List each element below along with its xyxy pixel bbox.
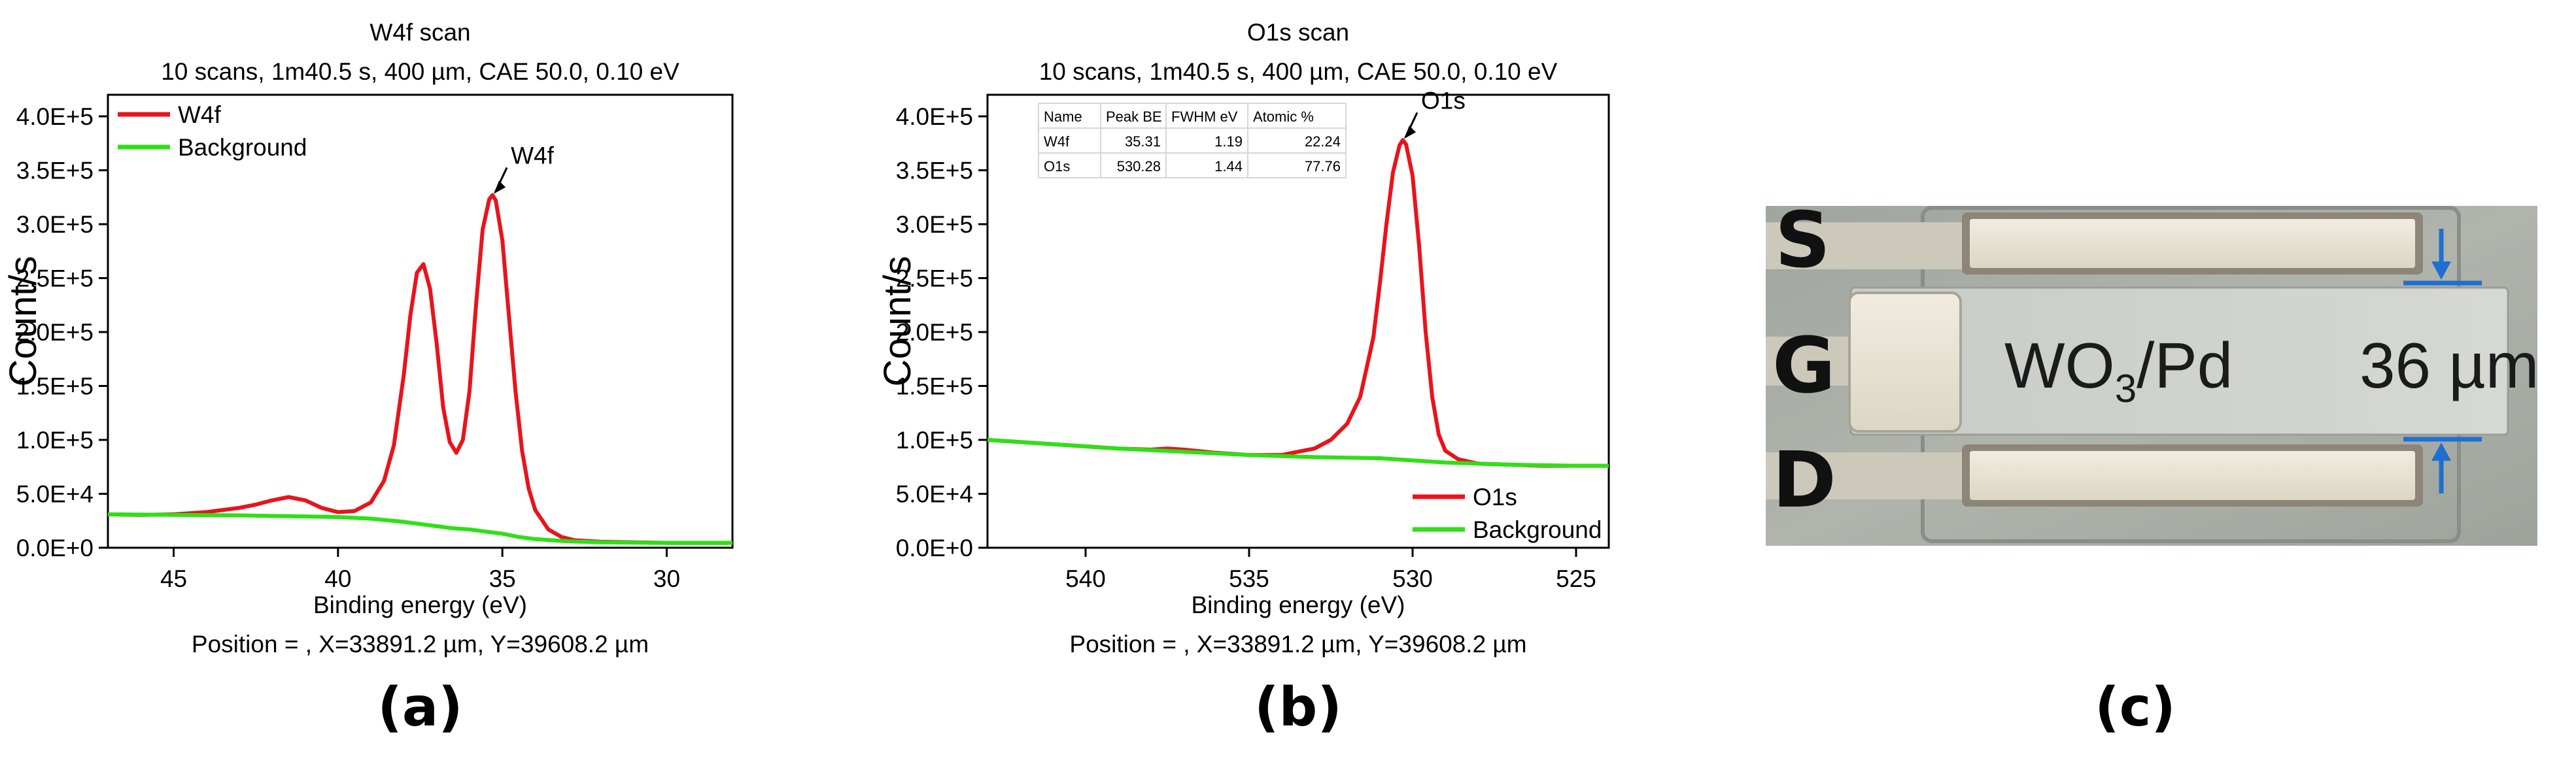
y-tick-label: 5.0E+4 xyxy=(16,481,94,508)
series-line-o1s xyxy=(987,138,1609,468)
x-tick-label: 525 xyxy=(1556,565,1596,592)
legend-label: O1s xyxy=(1473,484,1517,510)
annotation-arrowhead xyxy=(1404,125,1416,139)
series-line-background xyxy=(987,438,1609,468)
y-tick-label: 1.5E+5 xyxy=(16,373,94,400)
chart-title: W4f scan xyxy=(369,19,470,46)
width-label: 36 µm xyxy=(2360,329,2539,401)
y-tick-label: 0.0E+0 xyxy=(896,535,973,561)
y-tick-label: 3.0E+5 xyxy=(896,211,973,238)
gate-label: G xyxy=(1772,320,1836,410)
table-cell: O1s xyxy=(1044,158,1070,175)
y-tick-label: 2.5E+5 xyxy=(896,265,973,292)
chart-subtitle: 10 scans, 1m40.5 s, 400 µm, CAE 50.0, 0.… xyxy=(161,58,679,85)
series-line-background xyxy=(107,512,732,545)
y-axis-label: Count/s xyxy=(876,256,919,387)
y-tick-label: 1.5E+5 xyxy=(896,373,973,400)
legend-label: Background xyxy=(178,134,307,161)
width-dimension-arrows xyxy=(2403,229,2482,493)
annotation-label: O1s xyxy=(1421,87,1466,114)
plot-frame xyxy=(107,93,734,549)
panel-label: (a) xyxy=(377,676,462,739)
y-tick-label: 2.0E+5 xyxy=(16,319,94,346)
o1s-chart: O1s scan 10 scans, 1m40.5 s, 400 µm, CAE … xyxy=(876,19,1610,739)
drain-label: D xyxy=(1772,435,1836,525)
table-header: FWHM eV xyxy=(1171,109,1238,125)
table-header: Name xyxy=(1044,109,1082,125)
device-micrograph: S G D WO3/Pd 36 µm (c) xyxy=(1766,195,2539,739)
y-tick-label: 2.0E+5 xyxy=(896,319,973,346)
table-cell: 22.24 xyxy=(1305,133,1341,150)
x-axis-label: Binding energy (eV) xyxy=(313,592,527,618)
table-cell: 35.31 xyxy=(1125,133,1161,150)
material-label: WO3/Pd xyxy=(2004,329,2233,410)
table-cell: W4f xyxy=(1044,133,1070,150)
series-line-w4f xyxy=(107,193,732,545)
table-cell: 77.76 xyxy=(1305,158,1341,175)
y-tick-label: 4.0E+5 xyxy=(16,103,94,130)
material-main: WO xyxy=(2004,329,2115,401)
x-tick-label: 40 xyxy=(324,565,351,592)
y-tick-label: 0.0E+0 xyxy=(16,535,94,561)
material-subscript: 3 xyxy=(2115,367,2137,410)
x-tick-label: 535 xyxy=(1229,565,1269,592)
chart-title: O1s scan xyxy=(1247,19,1349,46)
legend-label: W4f xyxy=(178,101,222,128)
y-axis-label: Count/s xyxy=(2,256,44,387)
table-cell: 1.19 xyxy=(1214,133,1243,150)
y-tick-label: 3.0E+5 xyxy=(16,211,94,238)
y-tick-label: 1.0E+5 xyxy=(896,427,973,454)
material-rest: /Pd xyxy=(2137,329,2233,401)
x-tick-label: 45 xyxy=(160,565,187,592)
table-header: Atomic % xyxy=(1253,109,1314,125)
drain-pad-face xyxy=(1970,451,2415,500)
y-tick-label: 4.0E+5 xyxy=(896,103,973,130)
y-tick-label: 1.0E+5 xyxy=(16,427,94,454)
source-label: S xyxy=(1775,195,1830,285)
w4f-chart: W4f scan 10 scans, 1m40.5 s, 400 µm, CAE … xyxy=(2,19,734,739)
x-axis-label: Binding energy (eV) xyxy=(1191,592,1405,618)
chart-footer: Position = , X=33891.2 µm, Y=39608.2 µm xyxy=(1069,631,1526,658)
table-header: Peak BE xyxy=(1106,109,1162,125)
source-pad-face xyxy=(1970,219,2415,268)
legend-label: Background xyxy=(1473,516,1602,543)
x-tick-label: 35 xyxy=(489,565,516,592)
y-tick-label: 3.5E+5 xyxy=(896,158,973,184)
y-tick-label: 5.0E+4 xyxy=(896,481,973,508)
chart-subtitle: 10 scans, 1m40.5 s, 400 µm, CAE 50.0, 0.… xyxy=(1039,58,1558,85)
panel-label-c: (c) xyxy=(2095,676,2176,739)
y-tick-label: 2.5E+5 xyxy=(16,265,94,292)
x-tick-label: 530 xyxy=(1392,565,1433,592)
gate-line xyxy=(1766,337,1851,386)
table-cell: 1.44 xyxy=(1214,158,1243,175)
table-cell: 530.28 xyxy=(1117,158,1161,175)
x-tick-label: 30 xyxy=(653,565,680,592)
plot-frame xyxy=(986,93,1610,549)
annotation-label: W4f xyxy=(511,142,555,169)
panel-label: (b) xyxy=(1254,676,1342,739)
y-tick-label: 3.5E+5 xyxy=(16,158,94,184)
annotation-arrowhead xyxy=(494,180,506,194)
x-tick-label: 540 xyxy=(1065,565,1106,592)
chart-footer: Position = , X=33891.2 µm, Y=39608.2 µm xyxy=(192,631,649,658)
gate-pad xyxy=(1848,292,1962,433)
